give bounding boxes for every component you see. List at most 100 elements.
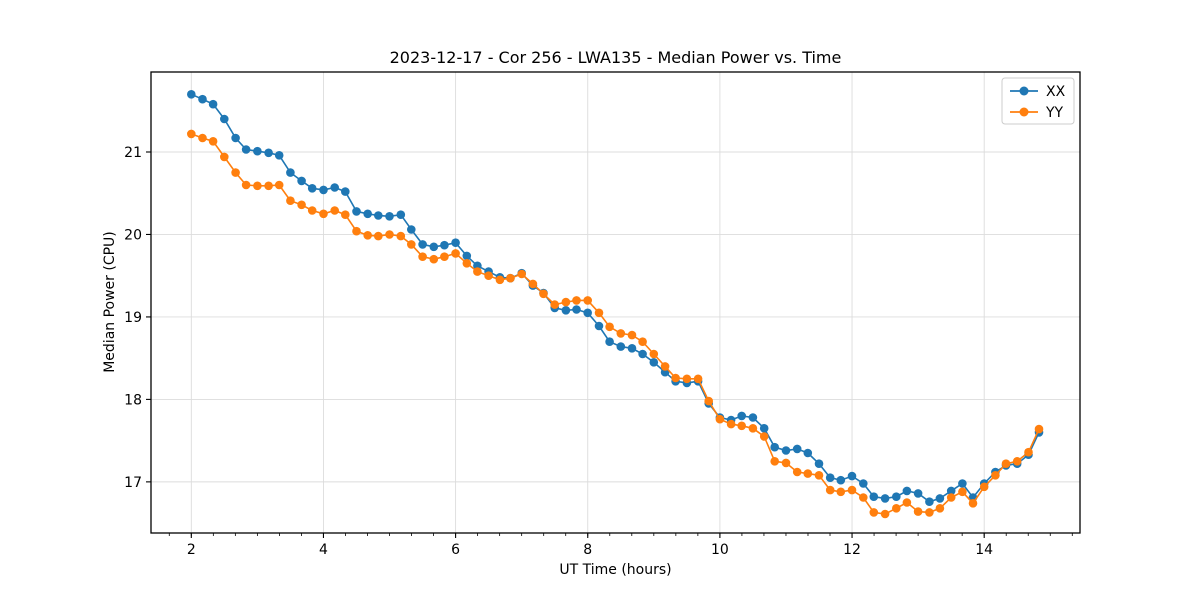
series-yy-marker [561, 297, 571, 307]
series-xx-marker [781, 446, 791, 455]
series-xx-marker [319, 185, 328, 195]
series-yy-marker [583, 296, 592, 305]
series-yy-marker [627, 330, 637, 340]
series-yy-marker [979, 482, 989, 492]
series-yy-marker [671, 373, 680, 383]
series-yy-marker [748, 424, 758, 433]
plot-frame [150, 71, 1081, 534]
series-yy-marker [352, 226, 361, 236]
series-yy-marker [473, 267, 482, 276]
series-xx-marker [561, 306, 571, 315]
series-yy-marker [958, 487, 967, 497]
series-yy-marker [836, 487, 846, 497]
y-tick-label: 20 [124, 227, 142, 243]
series-yy-marker [241, 180, 251, 190]
series-yy-marker [319, 209, 328, 219]
series-yy-marker [704, 396, 713, 406]
series-yy-marker [1034, 424, 1044, 434]
y-tick-label: 21 [124, 145, 142, 161]
legend-yy-label: YY [1045, 105, 1064, 121]
series-yy-marker [462, 259, 472, 268]
series-yy-marker [902, 498, 912, 507]
series-yy-marker [274, 180, 284, 190]
series-yy-marker [594, 308, 604, 318]
series-xx-marker [451, 238, 460, 247]
series-xx-marker [913, 489, 923, 498]
series-xx-marker [297, 176, 306, 186]
series-xx-marker [307, 184, 317, 193]
series-yy-marker [892, 504, 901, 513]
series-yy-marker [649, 349, 659, 359]
series-xx-marker [208, 99, 218, 109]
series-yy-marker [847, 485, 857, 495]
series-yy-marker [859, 493, 868, 502]
series-xx-marker [847, 471, 857, 481]
series-xx-marker [572, 305, 581, 314]
series-yy-marker [253, 181, 262, 191]
series-yy-marker [341, 210, 350, 219]
series-xx-marker [274, 151, 284, 160]
series-yy-marker [440, 252, 449, 261]
chart-title: 2023-12-17 - Cor 256 - LWA135 - Median P… [389, 48, 842, 67]
y-tick-label: 18 [124, 392, 142, 408]
series-yy-marker [286, 196, 295, 205]
series-xx-marker [594, 321, 604, 331]
y-tick-label: 19 [124, 310, 142, 326]
x-tick-label: 12 [843, 542, 861, 558]
series-xx-marker [869, 492, 879, 502]
x-axis-label: UT Time (hours) [559, 562, 672, 578]
series-yy-marker [396, 231, 406, 241]
series-xx-marker [638, 349, 647, 359]
series-xx-line [190, 93, 1040, 503]
series-xx-marker [748, 413, 758, 422]
series-yy-marker [517, 269, 526, 279]
series-yy-marker [429, 254, 439, 264]
series-yy-marker [792, 467, 802, 477]
series-xx-marker [231, 133, 240, 143]
series-xx-marker [880, 494, 890, 503]
series-xx-marker [892, 492, 901, 502]
series-xx-marker [352, 207, 361, 216]
series-yy-marker [693, 374, 703, 384]
series-yy-marker [946, 493, 956, 502]
series-yy-marker [231, 168, 240, 177]
series-yy-marker [825, 485, 835, 495]
series-yy-marker [1001, 459, 1011, 469]
series-xx-marker [605, 337, 614, 347]
series-xx-marker [264, 148, 273, 158]
series-yy-marker [759, 432, 769, 441]
series-xx-marker [187, 90, 196, 99]
series-yy-marker [682, 374, 692, 384]
series-yy-marker [781, 458, 791, 468]
series-yy-marker [638, 337, 647, 347]
series-xx-marker [925, 497, 934, 507]
series-xx-marker [429, 242, 439, 252]
series-yy-marker [297, 200, 306, 210]
legend-xx-marker [1019, 86, 1029, 96]
series-xx-marker [220, 114, 229, 124]
series-yy-marker [770, 457, 779, 466]
series-yy-marker [374, 231, 383, 241]
series-yy-marker [264, 181, 273, 191]
series-xx-marker [825, 473, 835, 483]
series-xx-marker [385, 212, 394, 221]
series-xx-marker [198, 94, 207, 104]
series-xx-marker [363, 209, 373, 219]
series-yy-marker [913, 507, 923, 516]
series-xx-marker [737, 411, 746, 421]
series-xx-marker [902, 486, 912, 496]
series-xx-marker [241, 145, 251, 154]
series-xx-marker [330, 183, 340, 192]
series-yy-marker [330, 206, 340, 215]
series-yy-marker [528, 279, 538, 289]
series-yy-marker [572, 296, 581, 305]
series-yy-line [191, 133, 1040, 515]
series-xx-marker [462, 251, 472, 261]
series-yy-marker [220, 152, 229, 162]
legend-xx-label: XX [1046, 84, 1066, 100]
series-yy-marker [363, 231, 373, 240]
series-yy-marker [451, 249, 460, 258]
series-xx-marker [286, 168, 295, 177]
series-xx-marker [341, 187, 350, 196]
